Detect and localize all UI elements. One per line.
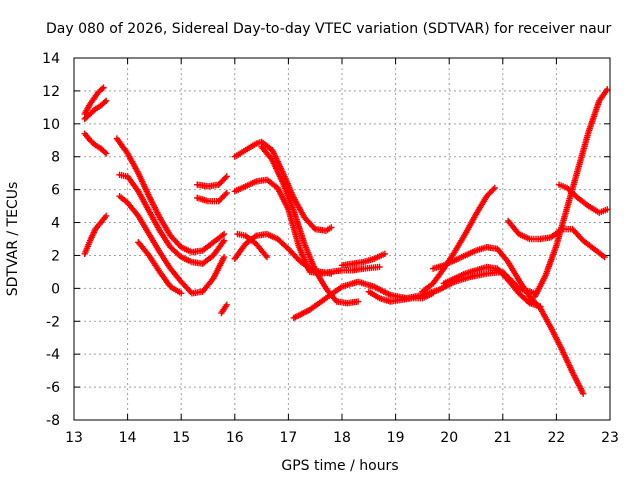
data-point: [220, 230, 228, 238]
data-marker: [222, 191, 229, 198]
data-point: [328, 224, 335, 231]
series-arc-i: [194, 173, 230, 190]
series-arc-y: [555, 181, 611, 216]
y-tick-label: 6: [51, 183, 60, 199]
data-points: [81, 84, 611, 397]
plot-frame: [73, 57, 611, 421]
x-tick-label: 19: [387, 430, 405, 446]
y-tick-label: 10: [42, 117, 60, 133]
data-point: [263, 253, 271, 261]
data-point: [223, 173, 230, 180]
x-tick-label: 15: [172, 430, 190, 446]
series-arc-h: [135, 239, 185, 297]
x-axis-label: GPS time / hours: [281, 458, 398, 474]
data-point: [178, 290, 185, 297]
data-marker: [222, 174, 229, 182]
series-arc-k: [218, 301, 230, 317]
data-point: [100, 84, 107, 91]
data-point: [429, 290, 437, 297]
series-arc-v: [440, 263, 544, 310]
data-point: [102, 212, 110, 220]
series-arc-c: [81, 130, 110, 157]
series-arc-r: [338, 250, 389, 269]
x-tick-label: 18: [333, 430, 351, 446]
series-arc-g: [116, 193, 228, 297]
data-point: [102, 97, 110, 104]
data-point: [381, 250, 389, 258]
data-point: [580, 390, 587, 397]
y-axis-label: SDTVAR / TECUs: [5, 182, 21, 297]
series-arc-d: [81, 212, 110, 258]
data-point: [376, 263, 383, 271]
data-point: [604, 206, 611, 213]
x-tick-label: 13: [65, 430, 83, 446]
y-tick-label: 4: [51, 216, 60, 232]
series-arc-e: [113, 135, 228, 256]
data-point: [354, 298, 362, 305]
series-arc-b: [81, 97, 110, 123]
chart-title: Day 080 of 2026, Sidereal Day-to-day VTE…: [46, 21, 612, 37]
data-point: [223, 189, 230, 197]
x-tick-label: 20: [440, 430, 458, 446]
data-point: [537, 303, 544, 310]
series-arc-w: [504, 217, 608, 261]
data-point: [220, 253, 228, 261]
data-marker: [101, 149, 109, 156]
y-tick-label: 12: [42, 84, 60, 100]
data-point: [220, 237, 228, 244]
series-arc-q: [290, 268, 539, 322]
data-point: [223, 301, 230, 309]
x-tick-label: 21: [494, 430, 512, 446]
x-tick-label: 14: [119, 430, 137, 446]
data-point: [491, 184, 498, 192]
data-point: [601, 253, 608, 261]
series-arc-j: [194, 189, 230, 205]
series-arc-o: [234, 230, 271, 261]
data-marker: [101, 98, 109, 106]
series-arc-f: [116, 171, 228, 267]
series-arc-s: [365, 288, 437, 305]
y-tick-label: 2: [51, 248, 60, 264]
x-tick-label: 16: [226, 430, 244, 446]
y-tick-label: -2: [46, 314, 60, 330]
data-marker: [490, 186, 497, 193]
y-tick-label: -8: [46, 413, 60, 429]
x-tick-label: 22: [547, 430, 565, 446]
y-tick-label: 14: [42, 51, 60, 67]
x-tick-label: 23: [601, 430, 619, 446]
data-marker: [98, 85, 106, 93]
y-tick-label: -6: [46, 380, 60, 396]
y-tick-label: 0: [51, 281, 60, 297]
data-point: [604, 86, 611, 93]
y-tick-label: -4: [46, 347, 60, 363]
series-arc-u: [429, 244, 587, 397]
x-tick-label: 17: [279, 430, 297, 446]
data-point: [328, 270, 335, 277]
y-tick-label: 8: [51, 150, 60, 166]
data-point: [102, 150, 110, 157]
